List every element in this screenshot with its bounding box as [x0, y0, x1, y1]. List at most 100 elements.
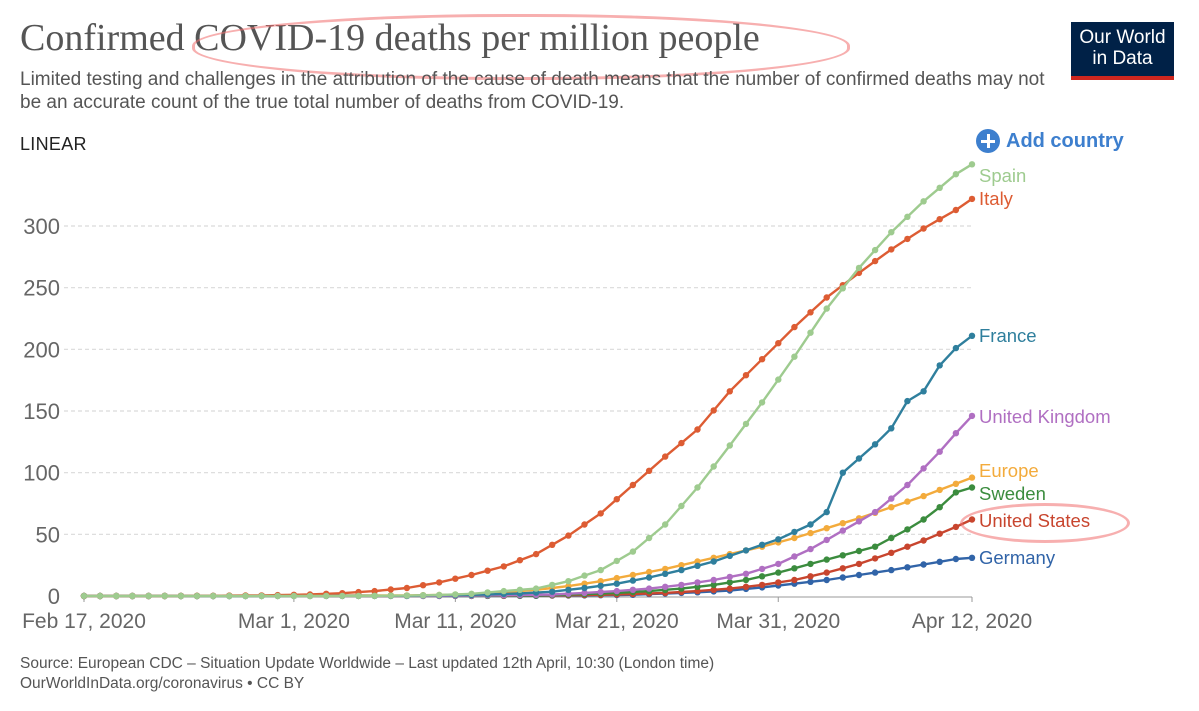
data-point-united-kingdom — [645, 585, 653, 592]
data-point-united-kingdom — [871, 508, 879, 516]
data-point-united-states — [952, 523, 960, 531]
data-point-united-kingdom — [597, 588, 604, 596]
data-point-italy — [791, 323, 798, 331]
data-point-spain — [613, 557, 620, 565]
data-point-united-kingdom — [629, 586, 637, 593]
data-point-spain — [968, 161, 976, 168]
data-point-spain — [113, 592, 120, 600]
data-point-united-kingdom — [742, 570, 750, 577]
data-point-europe — [597, 578, 604, 585]
data-point-united-kingdom — [678, 581, 685, 589]
data-point-france — [742, 547, 750, 554]
data-point-italy — [371, 587, 378, 595]
data-point-united-kingdom — [952, 430, 960, 437]
add-country-button[interactable]: Add country — [976, 129, 1124, 153]
data-point-spain — [145, 592, 152, 600]
data-point-spain — [468, 590, 475, 597]
data-point-united-states — [920, 537, 927, 544]
data-point-europe — [839, 520, 846, 527]
data-point-germany — [855, 571, 863, 579]
data-point-germany — [936, 558, 943, 565]
data-point-united-states — [904, 543, 911, 550]
source-url[interactable]: OurWorldInData.org/coronavirus • CC BY — [20, 675, 305, 692]
data-point-italy — [645, 467, 653, 474]
data-point-united-states — [839, 565, 846, 572]
data-point-sweden — [775, 569, 782, 576]
series-label-france: France — [979, 325, 1037, 346]
y-tick-label: 100 — [23, 461, 60, 486]
data-point-spain — [807, 329, 814, 336]
scale-toggle[interactable]: LINEAR — [20, 134, 87, 154]
data-point-italy — [452, 575, 459, 582]
data-point-france — [758, 541, 766, 548]
data-point-spain — [645, 534, 653, 542]
data-point-sweden — [904, 526, 911, 533]
data-point-germany — [904, 564, 911, 571]
data-point-europe — [920, 492, 927, 500]
data-point-spain — [742, 420, 750, 428]
data-point-germany — [807, 578, 814, 585]
data-point-spain — [339, 592, 346, 600]
data-point-italy — [387, 586, 394, 593]
data-point-italy — [468, 571, 475, 579]
data-point-spain — [242, 592, 249, 600]
data-point-europe — [645, 568, 653, 576]
y-tick-label: 150 — [23, 399, 60, 424]
data-point-united-kingdom — [710, 576, 717, 584]
data-point-italy — [758, 356, 766, 363]
data-point-spain — [791, 353, 798, 360]
data-point-france — [645, 574, 653, 581]
logo-line-1: Our World — [1079, 27, 1166, 48]
data-point-spain — [258, 592, 265, 600]
series-label-united-kingdom: United Kingdom — [979, 406, 1111, 427]
data-point-france — [581, 584, 588, 592]
data-point-sweden — [791, 565, 798, 572]
data-point-spain — [419, 592, 427, 599]
data-point-spain — [904, 213, 911, 220]
data-point-spain — [581, 572, 588, 579]
data-point-france — [968, 332, 976, 339]
data-point-italy — [678, 439, 685, 447]
data-point-germany — [952, 555, 960, 563]
data-point-spain — [710, 463, 717, 470]
data-point-germany — [968, 554, 976, 561]
data-point-france — [855, 455, 863, 462]
data-point-france — [678, 566, 685, 574]
series-line-spain — [84, 163, 973, 598]
data-point-united-kingdom — [904, 481, 911, 489]
data-point-france — [807, 521, 814, 528]
data-point-united-states — [871, 555, 879, 562]
add-country-label: Add country — [1006, 129, 1124, 152]
data-point-italy — [629, 481, 637, 489]
data-point-spain — [839, 285, 846, 292]
data-point-united-kingdom — [968, 412, 976, 420]
data-point-france — [936, 362, 943, 369]
data-point-united-states — [968, 516, 976, 523]
data-point-united-kingdom — [807, 545, 814, 553]
data-point-france — [888, 425, 895, 432]
data-point-united-states — [726, 585, 733, 592]
data-point-sweden — [888, 534, 895, 542]
data-point-united-states — [758, 581, 766, 589]
data-point-italy — [436, 579, 443, 586]
data-point-spain — [96, 592, 104, 600]
data-point-spain — [210, 592, 217, 600]
data-point-spain — [694, 484, 701, 491]
x-tick-label: Mar 1, 2020 — [238, 610, 350, 633]
x-tick-label: Mar 11, 2020 — [394, 610, 516, 633]
data-point-italy — [968, 195, 976, 203]
data-point-italy — [726, 388, 733, 395]
data-point-spain — [274, 592, 281, 600]
data-point-sweden — [936, 504, 943, 511]
data-point-germany — [920, 561, 927, 568]
data-point-italy — [710, 407, 717, 414]
owid-logo[interactable]: Our World in Data — [1071, 22, 1174, 80]
data-point-italy — [952, 206, 960, 214]
data-point-sweden — [823, 556, 830, 563]
data-point-spain — [306, 592, 314, 600]
data-point-spain — [758, 399, 766, 406]
data-point-united-kingdom — [888, 495, 895, 502]
data-point-united-states — [742, 583, 750, 590]
data-point-france — [791, 528, 798, 536]
